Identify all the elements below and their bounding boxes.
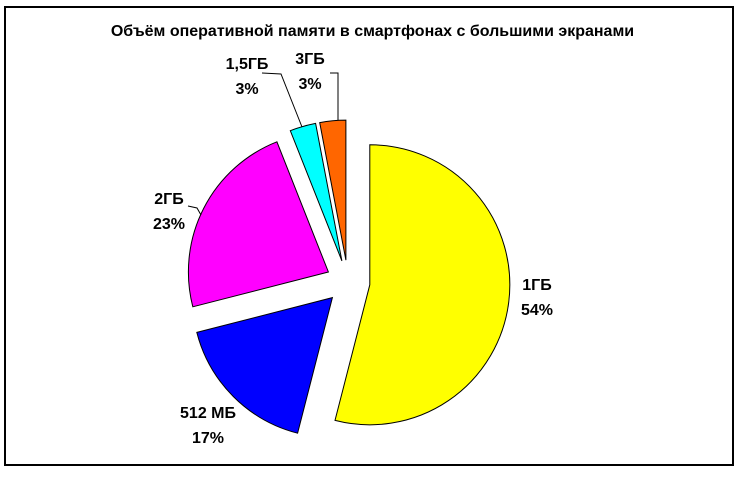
slice-label-percent: 3% [298,76,322,93]
leader-line-3gb [330,72,339,120]
slice-label-name: 1ГБ [522,277,552,294]
slice-label-512mb: 512 МБ 17% [158,401,258,451]
slice-label-percent: 54% [520,302,554,319]
slice-512mb [196,296,334,434]
slice-label-1gb: 1ГБ 54% [497,273,577,323]
slice-1gb [334,144,511,426]
slice-3gb [319,119,347,261]
slice-label-2gb: 2ГБ 23% [129,187,209,237]
slice-label-name: 3ГБ [295,51,325,68]
slice-label-name: 512 МБ [180,405,236,422]
slice-1-5gb [289,122,343,262]
slice-label-percent: 3% [235,81,259,98]
slice-label-name: 2ГБ [154,191,184,208]
slice-label-3gb: 3ГБ 3% [270,47,350,97]
slice-label-percent: 17% [191,430,225,447]
slice-label-1-5gb: 1,5ГБ 3% [207,52,287,102]
slice-2gb [187,141,330,308]
chart-title: Объём оперативной памяти в смартфонах с … [110,23,635,40]
leader-line-1-5gb [261,72,303,128]
slice-label-percent: 23% [152,216,186,233]
leader-line-2gb [187,205,202,216]
slice-label-name: 1,5ГБ [225,56,269,73]
